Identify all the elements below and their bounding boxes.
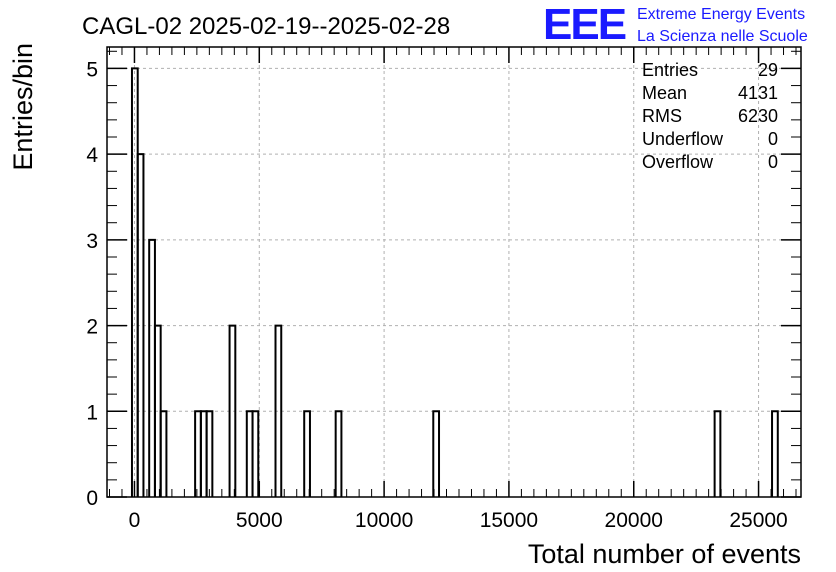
stat-mean-value: 4131	[738, 83, 778, 103]
histogram-bin	[432, 410, 441, 497]
axis-ticks: 0 5000 10000 15000 20000 25000 0 1 2 3 4 5	[86, 47, 801, 532]
logo-mark: EEE	[543, 0, 626, 49]
stat-underflow-value: 0	[768, 129, 778, 149]
stats-box: Entries 29 Mean 4131 RMS 6230 Underflow …	[642, 60, 778, 172]
y-axis-label: Entries/bin	[8, 43, 38, 171]
logo-line-2: La Scienza nelle Scuole	[637, 28, 808, 45]
stat-entries-label: Entries	[642, 60, 698, 80]
histogram-bin	[228, 324, 237, 497]
histogram-bin	[205, 410, 214, 497]
eee-logo: EEE Extreme Energy Events La Scienza nel…	[543, 0, 808, 49]
histogram-bin	[136, 153, 145, 497]
histogram-bin	[334, 410, 343, 497]
histogram-bin	[303, 410, 311, 497]
chart-title: CAGL-02 2025-02-19--2025-02-28	[82, 13, 450, 40]
y-tick-label: 2	[86, 316, 98, 339]
stat-overflow-value: 0	[768, 152, 778, 172]
plot-frame	[106, 46, 802, 498]
histogram-bin	[251, 410, 260, 497]
x-tick-label: 15000	[480, 509, 538, 532]
stat-rms-label: RMS	[642, 106, 682, 126]
y-tick-label: 5	[86, 58, 98, 81]
histogram-bin	[274, 324, 283, 497]
histogram-bin	[713, 410, 722, 497]
stat-entries-value: 29	[758, 60, 778, 80]
stat-overflow-label: Overflow	[642, 152, 714, 172]
stat-mean-label: Mean	[642, 83, 687, 103]
histogram	[130, 67, 779, 497]
x-tick-label: 0	[129, 509, 141, 532]
x-axis-label: Total number of events	[528, 539, 801, 569]
grid	[107, 47, 801, 497]
y-tick-label: 4	[86, 144, 98, 167]
stat-underflow-label: Underflow	[642, 129, 724, 149]
histogram-bin	[159, 410, 168, 497]
histogram-bin	[771, 410, 779, 497]
logo-line-1: Extreme Energy Events	[637, 6, 805, 23]
y-tick-label: 0	[86, 487, 98, 510]
x-tick-label: 25000	[729, 509, 787, 532]
x-tick-label: 10000	[355, 509, 413, 532]
y-tick-label: 3	[86, 230, 98, 253]
x-tick-label: 5000	[236, 509, 283, 532]
x-tick-label: 20000	[605, 509, 663, 532]
stat-rms-value: 6230	[738, 106, 778, 126]
y-tick-label: 1	[86, 401, 98, 424]
